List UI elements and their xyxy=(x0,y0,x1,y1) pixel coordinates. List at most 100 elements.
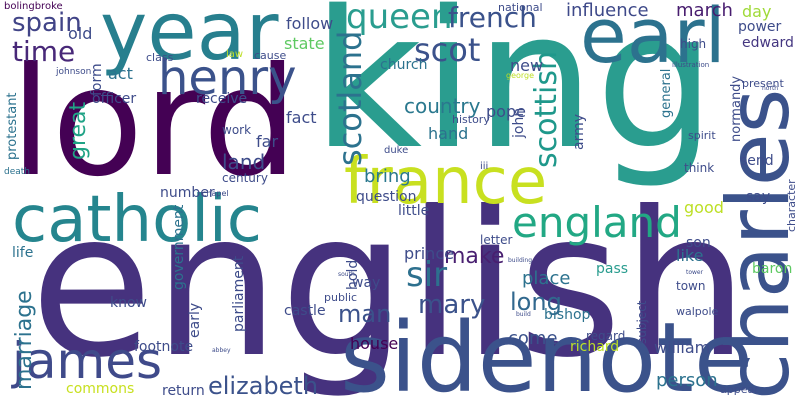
word-letter: letter xyxy=(480,233,513,247)
word-character: character xyxy=(785,179,798,232)
word-edward: edward xyxy=(742,35,794,51)
word-send: send xyxy=(740,153,774,169)
word-pass: pass xyxy=(596,261,629,277)
word-illustration: illustration xyxy=(672,61,710,69)
word-iii: iii xyxy=(480,161,489,172)
word-castle: castle xyxy=(284,303,326,319)
word-say: say xyxy=(746,189,771,205)
word-parliament: parliament xyxy=(231,255,247,332)
word-south: south xyxy=(338,271,355,278)
word-north: north xyxy=(762,85,779,92)
word-power: power xyxy=(738,19,782,35)
word-public: public xyxy=(324,291,358,304)
word-country: country xyxy=(404,94,481,118)
word-early: early xyxy=(187,302,203,338)
word-johnson: johnson xyxy=(56,67,92,77)
word-protestant: protestant xyxy=(5,92,20,160)
word-receive: receive xyxy=(196,91,248,107)
word-bishop: bishop xyxy=(544,307,591,323)
word-death: death xyxy=(4,167,30,177)
word-march: march xyxy=(676,0,733,21)
word-fact: fact xyxy=(286,108,317,127)
word-pope: pope xyxy=(486,102,526,121)
word-richard: richard xyxy=(570,339,620,355)
word-place: place xyxy=(522,268,571,289)
word-son: son xyxy=(686,235,711,251)
word-earl: earl xyxy=(580,0,726,80)
word-number: number xyxy=(160,185,215,201)
word-scot: scot xyxy=(414,31,481,69)
word-land: land xyxy=(222,150,266,174)
word-like: like xyxy=(676,246,704,265)
word-general: general xyxy=(659,68,674,118)
word-think: think xyxy=(684,161,715,175)
word-town: town xyxy=(676,279,706,293)
word-tower: tower xyxy=(686,269,704,276)
word-far: far xyxy=(256,132,279,151)
word-way: way xyxy=(352,275,381,291)
word-john: john xyxy=(511,107,527,138)
word-build: build xyxy=(516,311,531,318)
word-regard: regard xyxy=(586,329,626,343)
word-high: high xyxy=(680,37,707,51)
word-footnote: footnote xyxy=(134,339,194,355)
word-present: present xyxy=(742,77,784,90)
word-century: century xyxy=(222,171,268,185)
word-george: george xyxy=(506,71,535,80)
word-great: great xyxy=(66,101,91,160)
word-english: english xyxy=(30,169,749,400)
word-elizabeth: elizabeth xyxy=(208,372,319,400)
word-chapel: chapel xyxy=(202,189,229,198)
word-queen: queen xyxy=(346,0,453,37)
word-come: come xyxy=(508,328,558,349)
word-bring: bring xyxy=(364,166,411,187)
word-scotland: scotland xyxy=(331,30,369,166)
word-year: year xyxy=(100,0,279,78)
word-old: old xyxy=(68,24,93,43)
word-national: national xyxy=(498,1,543,14)
word-make: make xyxy=(444,244,505,269)
word-government: government xyxy=(171,204,187,290)
word-catholic: catholic xyxy=(12,183,262,257)
word-good: good xyxy=(684,198,724,217)
word-spirit: spirit xyxy=(688,129,716,142)
word-little: little xyxy=(398,203,430,219)
word-army: army xyxy=(571,113,587,150)
word-know: know xyxy=(110,295,147,311)
word-england: england xyxy=(512,198,682,247)
word-subject: subject xyxy=(635,300,649,345)
word-state: state xyxy=(284,34,325,53)
word-abbey: abbey xyxy=(212,347,231,354)
word-spain: spain xyxy=(12,8,82,38)
word-long: long xyxy=(510,288,562,316)
word-france: france xyxy=(344,145,548,219)
word-william: william xyxy=(654,338,711,357)
word-law: law xyxy=(226,49,244,60)
word-sir: sir xyxy=(406,255,448,295)
word-class: class xyxy=(146,51,174,64)
word-house: house xyxy=(350,334,399,353)
word-life: life xyxy=(12,245,34,261)
word-influence: influence xyxy=(566,0,649,21)
word-time: time xyxy=(12,35,76,68)
word-question: question xyxy=(356,189,417,205)
word-james: james xyxy=(12,332,163,390)
word-prince: prince xyxy=(404,244,454,263)
word-french: french xyxy=(448,1,537,34)
word-new: new xyxy=(510,56,544,75)
word-history: history xyxy=(452,113,490,126)
word-mary: mary xyxy=(418,290,486,320)
word-hand: hand xyxy=(428,124,469,143)
word-man: man xyxy=(338,300,392,328)
word-sidenote: sidenote xyxy=(340,302,753,400)
word-duke: duke xyxy=(384,145,409,156)
word-walpole: walpole xyxy=(676,305,719,318)
word-follow: follow xyxy=(286,14,334,33)
word-act: act xyxy=(108,64,133,83)
word-baron: baron xyxy=(752,261,793,277)
word-king: king xyxy=(312,0,716,191)
word-henry: henry xyxy=(158,50,297,106)
word-officer: officer xyxy=(92,91,137,107)
word-work: work xyxy=(222,123,252,137)
